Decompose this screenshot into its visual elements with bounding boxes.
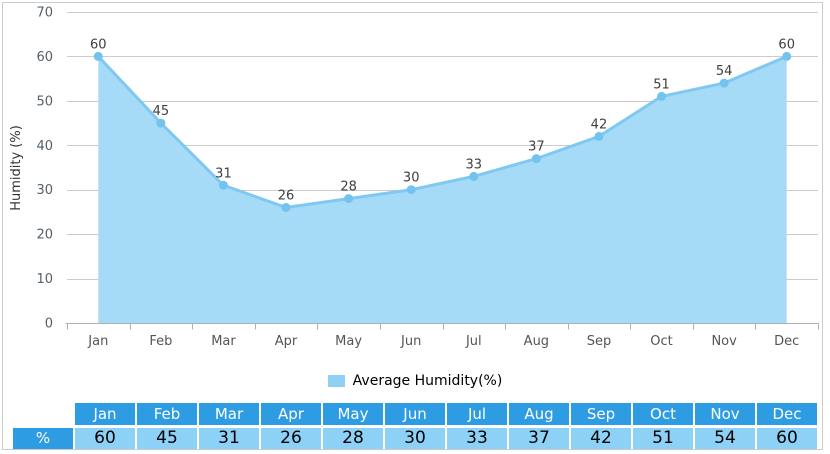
percent-row-label: % <box>13 428 73 449</box>
line-series <box>96 54 789 209</box>
humidity-value-cell: 33 <box>447 428 507 449</box>
data-labels: 60 45 31 26 28 30 33 37 42 51 54 60 <box>90 37 795 203</box>
humidity-value-cell: 51 <box>633 428 693 449</box>
data-point-marker <box>531 154 541 164</box>
humidity-value-cell: 37 <box>509 428 569 449</box>
data-label: 45 <box>153 104 170 119</box>
month-header-cell: Mar <box>199 403 259 425</box>
month-header-cell: Jan <box>75 403 135 425</box>
x-tick-label: May <box>335 334 362 349</box>
month-header-cell: Jun <box>385 403 445 425</box>
month-header-cell: Jul <box>447 403 507 425</box>
area-series <box>98 56 787 324</box>
humidity-value-cell: 28 <box>323 428 383 449</box>
y-tick-label: 70 <box>36 6 53 21</box>
data-point-marker <box>594 131 604 141</box>
x-tick-label: Dec <box>774 334 799 349</box>
data-point-marker <box>406 185 416 195</box>
data-point-marker <box>93 51 103 61</box>
data-point-marker <box>719 78 729 88</box>
data-point-marker <box>281 202 291 212</box>
x-tick-label: Aug <box>524 334 549 349</box>
data-point-marker <box>156 118 166 128</box>
legend: Average Humidity(%) <box>0 371 830 391</box>
month-header-cell: Aug <box>509 403 569 425</box>
table-corner-cell <box>13 403 73 425</box>
table-value-row: % 60 45 31 26 28 30 33 37 42 51 54 60 <box>13 428 817 449</box>
humidity-value-cell: 45 <box>137 428 197 449</box>
humidity-value-cell: 54 <box>695 428 755 449</box>
y-tick-label: 40 <box>36 139 53 154</box>
data-label: 60 <box>90 37 107 52</box>
month-header-cell: Sep <box>571 403 631 425</box>
humidity-value-cell: 30 <box>385 428 445 449</box>
x-axis-labels: Jan Feb Mar Apr May Jun Jul Aug Sep Oct Nov Dec <box>87 334 799 349</box>
month-header-cell: Apr <box>261 403 321 425</box>
data-point-marker <box>782 51 792 61</box>
data-label: 42 <box>591 117 608 132</box>
data-label: 28 <box>340 180 357 195</box>
x-axis <box>65 323 819 330</box>
data-label: 26 <box>278 188 295 203</box>
month-header-cell: Feb <box>137 403 197 425</box>
y-tick-label: 50 <box>36 94 53 109</box>
data-label: 33 <box>466 157 483 172</box>
humidity-value-cell: 42 <box>571 428 631 449</box>
y-tick-label: 60 <box>36 50 53 65</box>
data-point-marker <box>657 91 667 101</box>
humidity-value-cell: 60 <box>75 428 135 449</box>
chart-frame <box>2 2 823 450</box>
humidity-area-chart: 0 10 20 30 40 50 60 70 60 45 31 26 28 30 33 37 42 51 54 60 J… <box>9 6 819 349</box>
x-tick-label: Jan <box>87 334 108 349</box>
x-tick-label: Apr <box>275 334 298 349</box>
y-tick-label: 20 <box>36 228 53 243</box>
humidity-value-cell: 26 <box>261 428 321 449</box>
data-point-markers <box>93 51 792 212</box>
month-header-cell: May <box>323 403 383 425</box>
y-tick-label: 0 <box>45 317 53 332</box>
data-point-marker <box>344 194 354 204</box>
data-label: 31 <box>215 166 232 181</box>
legend-swatch-icon <box>327 375 345 387</box>
month-header-cell: Oct <box>633 403 693 425</box>
humidity-value-cell: 31 <box>199 428 259 449</box>
x-tick-label: Oct <box>650 334 672 349</box>
table-header-row: Jan Feb Mar Apr May Jun Jul Aug Sep Oct Nov Dec <box>13 403 817 425</box>
x-tick-label: Sep <box>587 334 612 349</box>
x-tick-label: Jul <box>465 334 482 349</box>
humidity-table: Jan Feb Mar Apr May Jun Jul Aug Sep Oct Nov Dec % 60… <box>13 403 817 449</box>
month-header-cell: Nov <box>695 403 755 425</box>
data-label: 30 <box>403 171 420 186</box>
data-point-marker <box>469 171 479 181</box>
data-label: 54 <box>716 64 733 79</box>
data-label: 37 <box>528 140 545 155</box>
x-tick-label: Feb <box>149 334 172 349</box>
humidity-value-cell: 60 <box>757 428 817 449</box>
x-tick-label: Mar <box>211 334 236 349</box>
y-tick-label: 30 <box>36 183 53 198</box>
month-header-cell: Dec <box>757 403 817 425</box>
data-point-marker <box>218 180 228 190</box>
legend-label: Average Humidity(%) <box>352 373 503 389</box>
data-label: 60 <box>778 37 795 52</box>
y-tick-label: 10 <box>36 272 53 287</box>
y-axis-title: Humidity (%) <box>9 125 24 211</box>
x-tick-label: Jun <box>400 334 421 349</box>
data-label: 51 <box>653 77 670 92</box>
y-axis-tick-labels: 0 10 20 30 40 50 60 70 <box>36 6 53 332</box>
x-tick-label: Nov <box>711 334 737 349</box>
